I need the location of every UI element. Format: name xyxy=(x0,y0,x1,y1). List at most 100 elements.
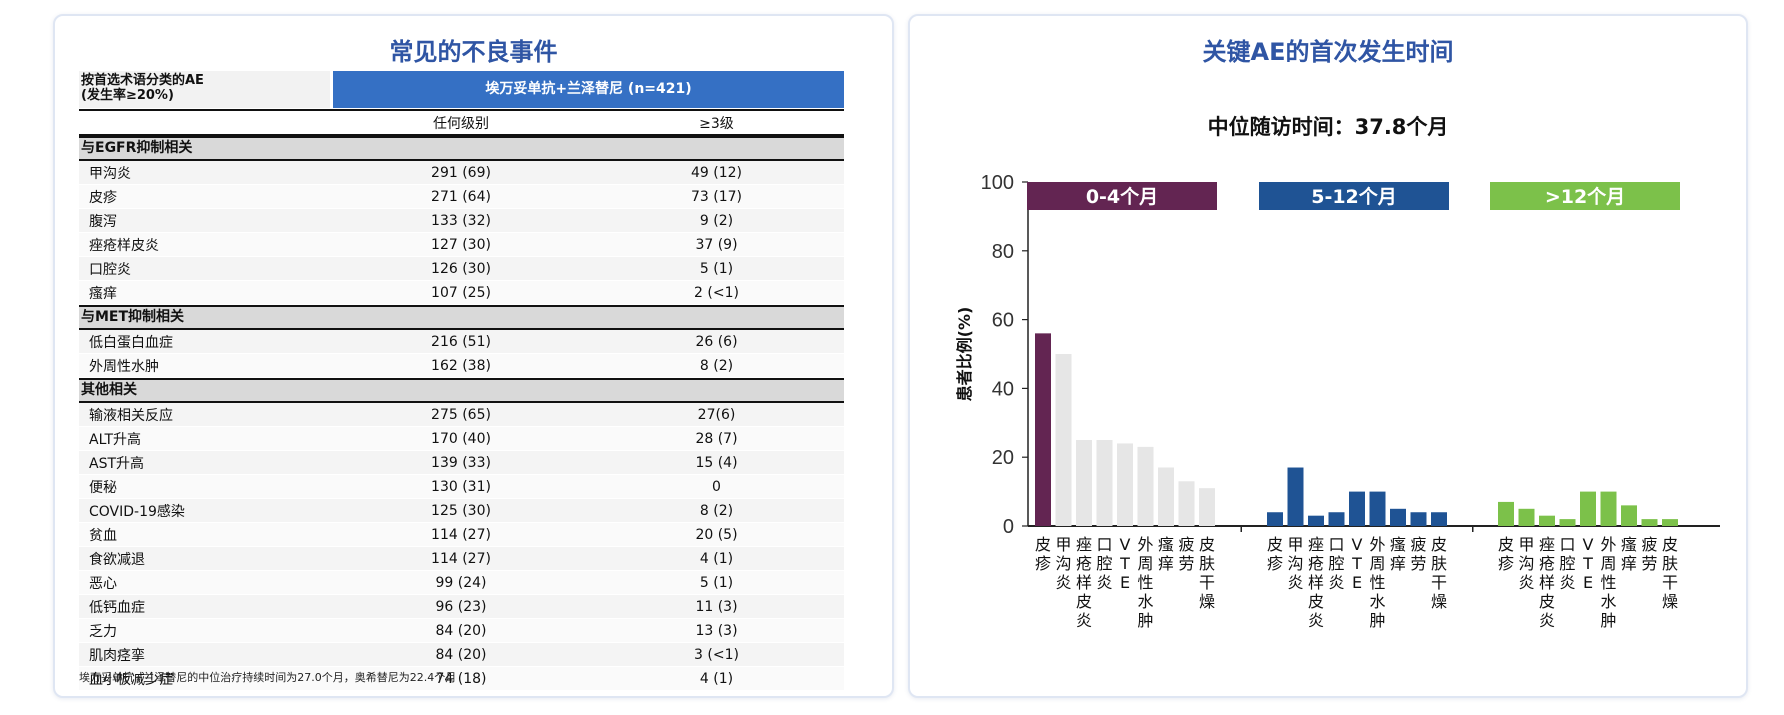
ae-name-cell: 输液相关反应 xyxy=(89,407,173,424)
group-header-box xyxy=(1027,182,1217,210)
x-tick-label: 口腔炎 xyxy=(1559,535,1575,592)
grade3-cell: 49 (12) xyxy=(690,164,742,181)
table-row: 腹泻 133 (32) 9 (2) xyxy=(79,209,844,233)
grade3-cell: 2 (<1) xyxy=(694,284,739,301)
x-tick-label: 疲劳 xyxy=(1178,535,1194,573)
any-grade-cell: 125 (30) xyxy=(431,502,491,519)
table-body: 与EGFR抑制相关 甲沟炎 291 (69) 49 (12) 皮疹 271 (64) 73 … xyxy=(79,136,844,691)
any-grade-cell: 216 (51) xyxy=(431,333,491,350)
x-tick-label: 疲劳 xyxy=(1641,535,1657,573)
ae-name-cell: 低白蛋白血症 xyxy=(89,334,173,351)
bar xyxy=(1178,481,1195,526)
section-header: 与MET抑制相关 xyxy=(79,305,844,330)
any-grade-cell: 162 (38) xyxy=(431,357,491,374)
any-grade-cell: 114 (27) xyxy=(431,526,491,543)
any-grade-cell: 96 (23) xyxy=(435,598,487,615)
y-tick-label: 0 xyxy=(1003,516,1014,538)
ae-name-cell: ALT升高 xyxy=(89,431,142,448)
table-footnote: 埃万妥单抗+兰泽替尼的中位治疗持续时间为27.0个月，奥希替尼为22.4个月 xyxy=(79,671,457,684)
ae-name-cell: 皮疹 xyxy=(89,189,117,206)
grade3-cell: 20 (5) xyxy=(695,526,738,543)
grade3-cell: 13 (3) xyxy=(695,622,738,639)
grade3-cell: 26 (6) xyxy=(695,333,738,350)
bar xyxy=(1096,440,1113,526)
grade3-cell: 0 xyxy=(712,478,721,495)
ae-name-cell: 食欲减退 xyxy=(89,551,145,568)
bar xyxy=(1328,512,1345,526)
ae-name-cell: 瘙痒 xyxy=(89,285,117,302)
bar xyxy=(1349,491,1365,526)
table-row: 恶心 99 (24) 5 (1) xyxy=(79,571,844,595)
table-row: AST升高 139 (33) 15 (4) xyxy=(79,451,844,475)
bar xyxy=(1580,491,1596,526)
any-grade-cell: 99 (24) xyxy=(435,574,487,591)
chart-panel: 关键AE的首次发生时间 中位随访时间：37.8个月 0 20 40 60 80 100 患者… xyxy=(908,14,1748,698)
bar xyxy=(1539,515,1555,526)
ae-name-cell: 恶心 xyxy=(89,575,117,592)
bar xyxy=(1369,491,1386,526)
chart-subtitle: 中位随访时间：37.8个月 xyxy=(1207,115,1449,139)
y-tick-label: 60 xyxy=(992,310,1014,332)
y-tick-label: 100 xyxy=(981,172,1014,194)
grade3-cell: 4 (1) xyxy=(699,550,734,567)
ae-name-cell: 低钙血症 xyxy=(89,599,145,616)
group-header: 埃万妥单抗+兰泽替尼 (n=421) xyxy=(333,71,844,108)
x-tick-label: 甲沟炎 xyxy=(1518,535,1534,592)
header-rule xyxy=(79,109,844,111)
y-tick-label: 80 xyxy=(992,241,1014,263)
bar xyxy=(1518,508,1535,526)
grade3-cell: 9 (2) xyxy=(699,212,734,229)
x-tick-label: 皮疹 xyxy=(1498,535,1514,573)
ae-name-cell: COVID-19感染 xyxy=(89,503,185,520)
x-tick-label: 皮肤干燥 xyxy=(1199,535,1215,611)
any-grade-cell: 114 (27) xyxy=(431,550,491,567)
grade3-cell: 5 (1) xyxy=(699,260,734,277)
header-label-line2: (发生率≥20%) xyxy=(81,88,174,103)
x-tick-label: 疲劳 xyxy=(1410,535,1426,573)
ae-name-cell: AST升高 xyxy=(89,455,145,472)
x-tick-label: 外周性水肿 xyxy=(1369,535,1385,630)
ae-name-cell: 乏力 xyxy=(89,623,117,640)
table-row: 低白蛋白血症 216 (51) 26 (6) xyxy=(79,330,844,354)
grade3-cell: 5 (1) xyxy=(699,574,734,591)
any-grade-cell: 107 (25) xyxy=(431,284,491,301)
any-grade-cell: 127 (30) xyxy=(431,236,491,253)
bar xyxy=(1410,512,1427,526)
column-subheader: 任何级别 ≥3级 xyxy=(79,112,844,136)
col-any-grade: 任何级别 xyxy=(433,116,489,132)
group-header-label: 0-4个月 xyxy=(1086,186,1158,208)
header-label-line1: 按首选术语分类的AE xyxy=(81,73,204,88)
any-grade-cell: 130 (31) xyxy=(431,478,491,495)
any-grade-cell: 275 (65) xyxy=(431,406,491,423)
x-tick-label: 痤疮样皮炎 xyxy=(1539,535,1555,630)
grade3-cell: 3 (<1) xyxy=(694,646,739,663)
group-header-label: 5-12个月 xyxy=(1311,186,1397,208)
col-grade3: ≥3级 xyxy=(699,116,734,132)
x-tick-label: 外周性水肿 xyxy=(1600,535,1616,630)
bar xyxy=(1076,440,1092,526)
ae-name-cell: 甲沟炎 xyxy=(89,165,131,182)
any-grade-cell: 84 (20) xyxy=(435,646,487,663)
bar xyxy=(1117,443,1133,526)
y-tick-label: 40 xyxy=(992,378,1014,400)
x-tick-label: 皮疹 xyxy=(1267,535,1283,573)
section-header: 与EGFR抑制相关 xyxy=(79,136,844,161)
any-grade-cell: 271 (64) xyxy=(431,188,491,205)
x-tick-label: 外周性水肿 xyxy=(1137,535,1153,630)
ae-table: 按首选术语分类的AE (发生率≥20%) 埃万妥单抗+兰泽替尼 (n=421) … xyxy=(79,71,844,691)
bar xyxy=(1158,467,1174,526)
table-panel: 常见的不良事件 按首选术语分类的AE (发生率≥20%) 埃万妥单抗+兰泽替尼 … xyxy=(53,14,894,698)
bar xyxy=(1600,491,1617,526)
bar xyxy=(1287,467,1304,526)
ae-name-cell: 痤疮样皮炎 xyxy=(89,237,159,254)
table-row: 贫血 114 (27) 20 (5) xyxy=(79,523,844,547)
bar xyxy=(1498,501,1514,526)
ae-name-cell: 肌肉痉挛 xyxy=(89,647,145,664)
y-tick-label: 20 xyxy=(992,447,1014,469)
x-tick-label: 口腔炎 xyxy=(1096,535,1112,592)
bar xyxy=(1621,505,1637,526)
bar xyxy=(1390,508,1406,526)
ae-name-cell: 腹泻 xyxy=(89,213,117,230)
